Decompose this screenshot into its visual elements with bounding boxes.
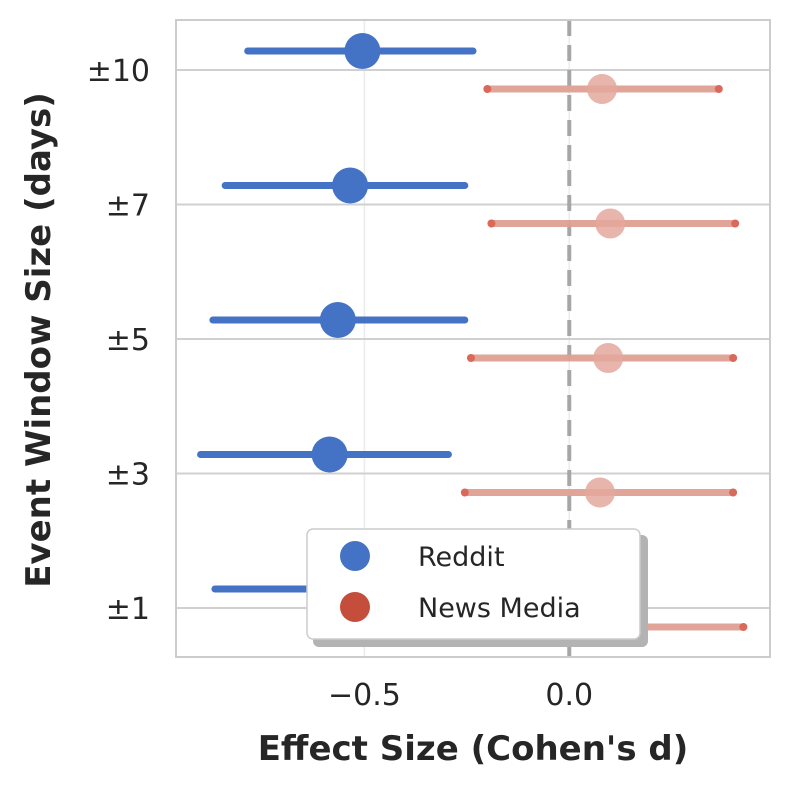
reddit-point-2 xyxy=(319,302,356,338)
legend-marker-news-media xyxy=(340,592,370,622)
news-media-point-1 xyxy=(595,208,626,239)
news-media-ci-high-cap-1 xyxy=(731,219,740,228)
y-tick-label-2: ±5 xyxy=(106,323,150,358)
news-media-ci-high-cap-2 xyxy=(729,354,738,362)
legend-label-news-media: News Media xyxy=(418,593,581,624)
news-media-ci-low-cap-2 xyxy=(466,354,475,362)
legend: Reddit News Media xyxy=(306,528,648,647)
x-tick-label-0: −0.5 xyxy=(328,678,401,713)
reddit-point-1 xyxy=(332,167,369,204)
news-media-point-3 xyxy=(584,477,615,508)
news-media-ci-low-cap-0 xyxy=(483,85,492,93)
plot-frame xyxy=(175,19,771,658)
x-axis-ticks: −0.5 0.0 xyxy=(328,678,593,713)
y-axis-title: Event Window Size (days) xyxy=(19,92,59,588)
grid-lines xyxy=(176,20,770,657)
y-tick-label-1: ±7 xyxy=(106,189,150,224)
x-tick-label-1: 0.0 xyxy=(545,678,593,713)
news-media-point-2 xyxy=(593,343,624,373)
y-tick-label-0: ±10 xyxy=(87,54,150,89)
news-media-ci-low-cap-3 xyxy=(460,488,469,497)
news-media-point-0 xyxy=(587,74,618,104)
y-tick-label-3: ±3 xyxy=(106,458,150,493)
legend-box xyxy=(306,528,641,640)
reddit-point-3 xyxy=(311,436,348,473)
y-tick-label-4: ±1 xyxy=(106,592,150,627)
legend-marker-reddit xyxy=(340,541,370,571)
news-media-ci-high-cap-4 xyxy=(739,623,748,631)
y-axis-ticks: ±10 ±7 ±5 ±3 ±1 xyxy=(87,54,150,627)
x-axis-title: Effect Size (Cohen's d) xyxy=(258,729,689,769)
reddit-point-0 xyxy=(344,33,381,69)
news-media-ci-high-cap-0 xyxy=(714,85,723,93)
news-media-ci-high-cap-3 xyxy=(729,488,738,497)
legend-label-reddit: Reddit xyxy=(418,542,505,573)
news-media-ci-low-cap-1 xyxy=(487,219,496,228)
